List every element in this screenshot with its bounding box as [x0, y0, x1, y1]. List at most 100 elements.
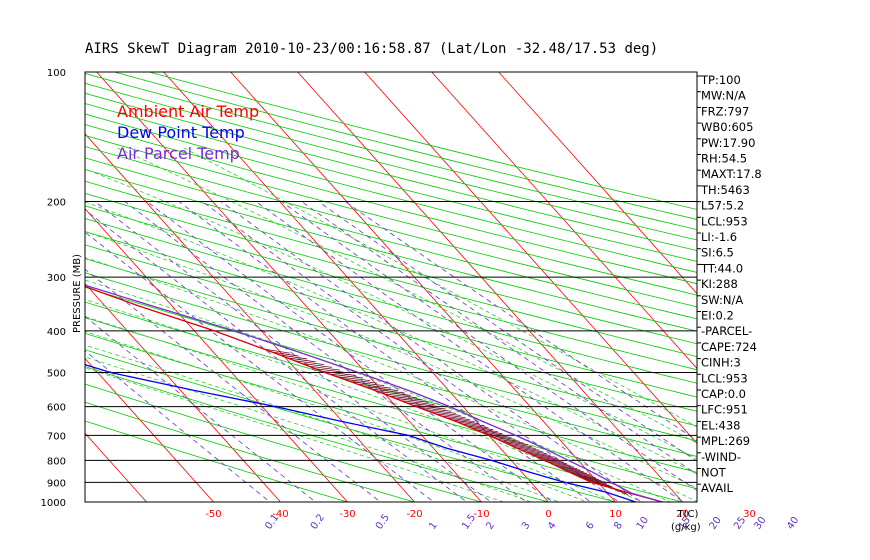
cape-hatch — [500, 440, 528, 446]
mixing-ratio-line — [301, 201, 697, 475]
index-label: LI:-1.6 — [701, 230, 737, 244]
dry-adiabat — [85, 134, 697, 296]
pressure-tick-label: 400 — [47, 327, 66, 338]
cape-hatch — [461, 423, 489, 429]
cape-hatch — [543, 459, 568, 465]
dry-adiabat — [85, 258, 697, 427]
cape-hatch — [272, 351, 299, 357]
cape-hatch — [492, 436, 520, 442]
cape-hatch — [570, 472, 594, 477]
legend-entry: Dew Point Temp — [117, 123, 245, 142]
cape-hatch — [440, 415, 471, 421]
cape-hatch — [532, 454, 558, 460]
isotherm — [297, 72, 683, 502]
mixing-ratio-line — [202, 201, 620, 502]
mixing-ratio-tick-label: 0.5 — [374, 512, 392, 531]
pressure-tick-label: 200 — [47, 197, 66, 208]
cape-hatch — [350, 381, 385, 387]
isotherm — [0, 72, 80, 502]
pressure-tick-label: 500 — [47, 369, 66, 380]
moist-adiabat — [85, 316, 616, 502]
cape-hatch — [279, 354, 308, 360]
mixing-ratio-line — [124, 201, 528, 502]
dry-adiabat — [85, 218, 697, 384]
profile-ambient-air-temp — [85, 285, 663, 502]
dry-adiabat — [85, 124, 697, 285]
bottom-temp-tick-label: 30 — [743, 509, 756, 520]
index-label: MW:N/A — [701, 89, 746, 103]
cape-hatch — [475, 429, 503, 435]
dry-adiabat — [85, 272, 697, 442]
dry-adiabat — [85, 146, 697, 308]
index-label: CINH:3 — [701, 356, 741, 370]
cape-hatch — [429, 411, 461, 416]
isotherm — [0, 72, 13, 502]
mixing-ratio-tick-label: 4 — [546, 520, 559, 532]
index-label: CAPE:724 — [701, 340, 757, 354]
cape-hatch — [516, 447, 544, 453]
cape-hatch — [520, 449, 548, 455]
index-label: -WIND- — [701, 450, 741, 464]
chart-title: AIRS SkewT Diagram 2010-10-23/00:16:58.8… — [85, 41, 658, 57]
cape-hatch — [563, 469, 588, 474]
index-label: TT:44.0 — [700, 261, 743, 275]
dry-adiabat — [85, 349, 618, 502]
dry-adiabat — [85, 157, 697, 320]
cape-hatch — [560, 467, 584, 473]
profile-dew-point-temp — [85, 363, 636, 502]
index-label: MPL:269 — [701, 434, 750, 448]
cape-hatch — [423, 408, 456, 414]
mixing-ratio-unit-label: (g/kg) — [671, 522, 701, 533]
mixing-ratio-line — [317, 201, 697, 462]
y-axis-label: PRESSURE (MB) — [72, 254, 83, 333]
dry-adiabat — [85, 92, 697, 251]
bottom-temp-tick-label: -50 — [205, 509, 221, 520]
index-label: WB0:605 — [701, 120, 753, 134]
cape-hatch — [539, 457, 564, 463]
cape-hatch — [377, 390, 412, 396]
cape-hatch — [508, 444, 536, 449]
mixing-ratio-line — [85, 231, 435, 502]
index-label: EL:438 — [701, 418, 741, 432]
dry-adiabat — [85, 103, 697, 262]
index-label: AVAIL — [701, 481, 734, 495]
grid-lines — [0, 72, 697, 502]
cape-hatch — [484, 433, 512, 438]
cape-hatch — [470, 427, 498, 433]
dry-adiabat — [85, 301, 697, 473]
cape-hatch — [451, 419, 480, 425]
cape-hatch — [400, 400, 435, 405]
cape-hatch — [466, 425, 494, 431]
mixing-ratio-line — [344, 201, 697, 441]
mixing-ratio-tick-label: 40 — [785, 515, 801, 532]
moist-adiabat — [85, 257, 697, 502]
cape-hatch — [524, 451, 551, 456]
bottom-temp-tick-label: 10 — [609, 509, 622, 520]
cape-hatch — [435, 413, 466, 419]
dry-adiabat — [85, 205, 697, 371]
mixing-ratio-line — [281, 201, 697, 491]
index-label: MAXT:17.8 — [701, 167, 762, 181]
dry-adiabat — [85, 286, 697, 457]
cape-hatch — [566, 470, 591, 476]
moist-adiabat — [85, 331, 589, 502]
dry-adiabat — [85, 113, 697, 273]
cape-hatch — [389, 395, 423, 401]
bottom-temp-tick-label: 0 — [545, 509, 551, 520]
profile-lines — [85, 284, 663, 502]
profile-air-parcel-temp — [85, 284, 663, 502]
cape-hatch — [264, 348, 290, 354]
index-label: EI:0.2 — [701, 309, 734, 323]
cape-hatch — [412, 404, 446, 410]
pressure-tick-label: 300 — [47, 273, 66, 284]
mixing-ratio-tick-label: 8 — [612, 520, 625, 532]
cape-hatch — [287, 357, 316, 363]
cape-hatch — [406, 402, 441, 408]
mixing-ratio-line — [94, 201, 492, 502]
cape-hatch — [417, 406, 452, 412]
index-label: PW:17.90 — [701, 136, 755, 150]
mixing-ratio-tick-label: 1 — [427, 520, 440, 532]
cape-hatch — [528, 452, 554, 458]
moist-adiabat — [85, 367, 505, 502]
mixing-ratio-tick-label: 6 — [584, 520, 597, 532]
